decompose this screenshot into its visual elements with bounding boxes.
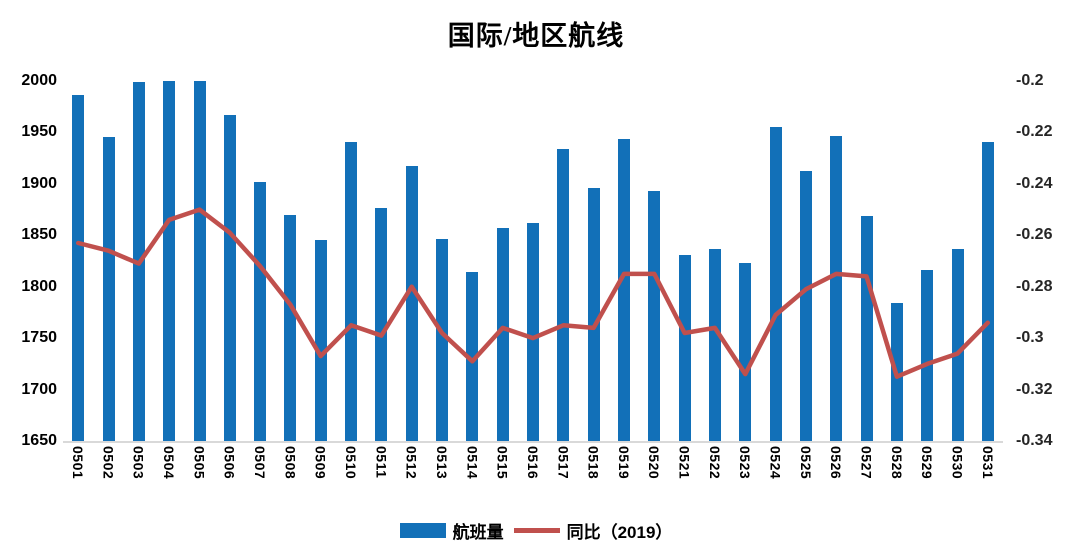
legend-item-line: 同比（2019） — [513, 518, 673, 543]
line-series-swatch-icon — [513, 527, 560, 533]
x-tick-label: 0522 — [706, 446, 723, 480]
x-tick-label: 0524 — [767, 446, 784, 480]
bar — [921, 270, 934, 441]
bar-series-swatch-icon — [399, 522, 446, 538]
x-tick-label: 0506 — [221, 446, 238, 480]
x-tick-label: 0529 — [919, 446, 936, 480]
bar — [708, 248, 721, 441]
bar — [527, 222, 539, 441]
bar — [345, 141, 358, 441]
bar — [587, 188, 600, 441]
right-axis-tick: -0.3 — [1016, 329, 1044, 347]
bar — [466, 272, 479, 441]
bar — [284, 214, 297, 441]
x-tick-label: 0517 — [555, 446, 572, 480]
bar — [648, 191, 661, 441]
x-tick-label: 0519 — [615, 446, 632, 480]
x-tick-label: 0531 — [979, 446, 996, 480]
left-axis-tick: 1700 — [21, 380, 57, 398]
bar — [496, 228, 509, 441]
bar — [830, 135, 843, 441]
bar — [163, 81, 176, 441]
bar — [981, 141, 994, 441]
right-axis-tick: -0.22 — [1016, 123, 1053, 141]
x-tick-label: 0511 — [373, 446, 390, 479]
x-tick-label: 0504 — [161, 446, 178, 480]
left-axis-tick: 1650 — [21, 432, 57, 449]
x-tick-label: 0516 — [524, 446, 541, 480]
bar — [193, 81, 206, 441]
bar — [557, 148, 570, 441]
x-tick-label: 0507 — [252, 446, 269, 480]
bar — [860, 215, 873, 441]
right-axis-tick: -0.26 — [1016, 226, 1053, 244]
right-axis: -0.2 -0.22 -0.24 -0.26 -0.28 -0.3 -0.32 -0.34 — [1016, 0, 1072, 560]
x-tick-label: 0521 — [676, 446, 693, 480]
bar — [951, 248, 964, 441]
x-tick-label: 0512 — [403, 446, 420, 480]
x-tick-label: 0527 — [858, 446, 875, 480]
bar — [799, 170, 812, 441]
right-axis-tick: -0.34 — [1016, 432, 1053, 449]
x-tick-label: 0510 — [343, 446, 360, 480]
bar — [405, 166, 418, 441]
bar — [254, 181, 267, 441]
x-tick-label: 0501 — [70, 446, 87, 480]
right-axis-tick: -0.28 — [1016, 277, 1053, 295]
x-tick-label: 0520 — [646, 446, 663, 480]
chart-title: 国际/地区航线 — [447, 21, 625, 51]
x-tick-label: 0505 — [191, 446, 208, 480]
trend-line — [75, 207, 991, 379]
bar — [436, 239, 448, 441]
bar — [102, 136, 115, 441]
left-axis-tick: 1900 — [21, 174, 57, 192]
x-tick-label: 0502 — [100, 446, 117, 480]
bar — [769, 127, 782, 441]
line-layer — [75, 207, 991, 379]
x-tick-label: 0525 — [797, 446, 814, 480]
x-tick-label: 0508 — [282, 446, 299, 480]
left-axis-tick: 1800 — [21, 277, 57, 295]
bar — [678, 254, 691, 441]
bar — [375, 207, 388, 441]
bar — [739, 263, 752, 441]
x-tick-label: 0509 — [312, 446, 329, 480]
x-tick-label: 0514 — [464, 446, 481, 480]
bar — [223, 114, 236, 441]
right-axis-tick: -0.32 — [1016, 380, 1053, 398]
x-tick-label: 0530 — [949, 446, 966, 480]
left-axis-tick: 1950 — [21, 123, 57, 141]
x-tick-label: 0528 — [888, 446, 905, 480]
left-axis: 2000 1950 1900 1850 1800 1750 1700 1650 — [0, 0, 57, 560]
legend-line-label: 同比（2019） — [566, 522, 673, 542]
legend-item-bars: 航班量 — [399, 518, 504, 543]
bar — [314, 240, 327, 441]
x-tick-label: 0518 — [585, 446, 602, 480]
left-axis-tick: 2000 — [21, 72, 57, 89]
legend: 航班量 同比（2019） — [0, 514, 1072, 546]
x-axis-labels: 0501 0502 0503 0504 0505 0506 0507 0508 0509 0510… — [63, 446, 1003, 504]
bar — [72, 95, 85, 441]
left-axis-tick: 1850 — [21, 226, 57, 244]
plot-area — [63, 81, 1003, 443]
bar — [618, 138, 630, 441]
x-tick-label: 0513 — [434, 446, 451, 480]
x-tick-label: 0526 — [828, 446, 845, 480]
right-axis-tick: -0.24 — [1016, 174, 1053, 192]
x-tick-label: 0503 — [130, 446, 147, 480]
x-tick-label: 0523 — [737, 446, 754, 480]
right-axis-tick: -0.2 — [1016, 72, 1044, 89]
left-axis-tick: 1750 — [21, 329, 57, 347]
legend-bar-label: 航班量 — [452, 522, 504, 542]
x-tick-label: 0515 — [494, 446, 511, 480]
